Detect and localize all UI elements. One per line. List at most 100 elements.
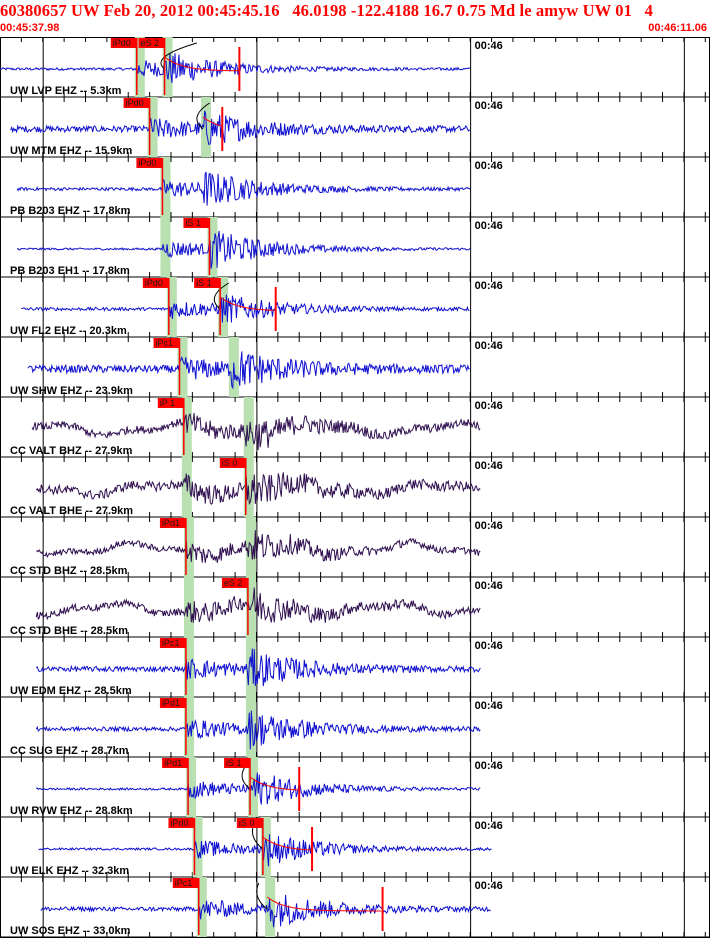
pick-flag-label: iS 0 xyxy=(239,818,255,828)
pick-flag-label: iS 1 xyxy=(196,278,212,288)
time-tick-label: 00:46 xyxy=(475,40,503,52)
station-label: CC VALT BHE -- 27.9km xyxy=(10,505,133,517)
p-pick-flag: iPc1 xyxy=(172,878,200,935)
p-window xyxy=(183,517,194,577)
waveform-trace xyxy=(35,648,481,687)
time-tick-label: 00:46 xyxy=(475,520,503,532)
coda-fit-curve xyxy=(219,296,275,311)
coda-fit-curve xyxy=(262,836,311,851)
coda-fit-curve xyxy=(164,56,239,72)
time-tick-label: 00:46 xyxy=(475,220,503,232)
station-label: CC VALT BHZ -- 27.9km xyxy=(10,445,133,457)
s-pick-flag: iS 0 xyxy=(236,818,264,875)
p-pick-flag: iPd1 xyxy=(162,758,189,815)
s-window xyxy=(162,37,173,97)
p-window xyxy=(177,337,188,397)
p-pick-flag: iP 1 xyxy=(157,398,185,455)
travel-time-curve xyxy=(256,882,268,910)
pick-flag-label: iPc1 xyxy=(162,638,180,648)
p-pick-flag: iPc1 xyxy=(159,638,187,695)
station-label: PB B203 EH1 -- 17.8km xyxy=(10,265,130,277)
pick-flag-box xyxy=(162,758,189,768)
pick-flag-box xyxy=(138,38,165,48)
station-label: UW SHW EHZ -- 23.9km xyxy=(10,385,133,397)
waveform-trace xyxy=(35,472,481,505)
pick-flag-box xyxy=(194,278,221,288)
station-label: CC SUG EHZ -- 28.7km xyxy=(10,745,129,757)
time-tick-label: 00:46 xyxy=(475,880,503,892)
pick-flag-box xyxy=(157,398,184,408)
time-tick-label: 00:46 xyxy=(475,280,503,292)
s-pick-flag: iS 1 xyxy=(194,278,221,335)
pick-flag-box xyxy=(168,818,195,828)
station-label: UW MTM EHZ -- 15.9km xyxy=(10,145,132,157)
pick-flag-box xyxy=(219,458,246,468)
station-label: PB B203 EHZ -- 17.8km xyxy=(10,205,131,217)
p-pick-flag: iPd0 xyxy=(110,38,138,95)
coda-fit-curve xyxy=(266,896,382,912)
pick-flag-box xyxy=(142,278,169,288)
s-pick-flag: iS 1 xyxy=(224,758,251,815)
coda-fit-curve xyxy=(202,116,222,127)
station-label: CC STD BHZ -- 28.5km xyxy=(10,565,128,577)
pick-flag-label: iPd0 xyxy=(113,38,131,48)
station-label: UW RVW EHZ -- 28.8km xyxy=(10,805,133,817)
pick-flag-label: iP 1 xyxy=(160,398,175,408)
pick-flag-box xyxy=(224,758,251,768)
pick-flag-label: iS 1 xyxy=(226,758,242,768)
time-tick-label: 00:46 xyxy=(475,760,503,772)
p-window xyxy=(186,757,197,817)
pick-flag-box xyxy=(183,218,210,228)
time-tick-label: 00:46 xyxy=(475,400,503,412)
time-tick-label: 00:46 xyxy=(475,340,503,352)
seismogram-panel[interactable]: iPd0 eS 2 iPd0 iPd0 iS 1 iPd0 iS 1 iPc1 iP 1 iS 0… xyxy=(0,37,710,938)
pick-flag-box xyxy=(136,158,163,168)
waveform-trace xyxy=(38,834,492,867)
time-tick-label: 00:46 xyxy=(475,100,503,112)
station-label: UW SOS EHZ -- 33.0km xyxy=(10,925,131,937)
time-tick-label: 00:46 xyxy=(475,700,503,712)
waveform-trace xyxy=(35,587,481,624)
s-pick-flag: iS 1 xyxy=(183,218,211,275)
pick-flag-label: eS 2 xyxy=(224,578,243,588)
p-window xyxy=(147,97,158,157)
p-pick-flag: iPc1 xyxy=(153,338,181,395)
waveform-trace xyxy=(35,710,481,750)
pick-flag-label: iPc1 xyxy=(156,338,174,348)
pick-flag-label: iPd1 xyxy=(164,758,182,768)
pick-flag-box xyxy=(159,518,186,528)
p-pick-flag: iPd1 xyxy=(159,698,187,755)
pick-flag-label: eS 2 xyxy=(141,38,160,48)
p-window xyxy=(134,37,145,97)
window-end-time: 00:46:11.06 xyxy=(648,22,707,34)
waveform-trace xyxy=(0,53,471,83)
p-pick-flag: iPd0 xyxy=(142,278,170,335)
time-tick-label: 00:46 xyxy=(475,460,503,472)
pick-flag-box xyxy=(236,818,263,828)
pick-flag-box xyxy=(159,638,186,648)
waveform-trace xyxy=(27,351,470,390)
pick-flag-label: iPd0 xyxy=(138,158,156,168)
pick-flag-label: iPd0 xyxy=(145,278,163,288)
pick-flag-label: iPd0 xyxy=(126,98,144,108)
waveform-trace xyxy=(10,110,471,145)
waveform-trace xyxy=(16,230,471,269)
s-pick-flag: iS 0 xyxy=(219,458,247,515)
station-label: CC STD BHE -- 28.5km xyxy=(10,625,128,637)
station-label: UW EDM EHZ -- 28.5km xyxy=(10,685,132,697)
p-pick-flag: iPd0 xyxy=(136,158,164,215)
pick-flag-box xyxy=(123,98,150,108)
pick-flag-box xyxy=(221,578,248,588)
s-pick-flag: eS 2 xyxy=(221,578,249,635)
pick-flag-label: iPd1 xyxy=(162,518,180,528)
waveform-trace xyxy=(16,171,471,206)
pick-flag-label: iS 0 xyxy=(222,458,238,468)
pick-flag-label: iPd1 xyxy=(162,698,180,708)
s-pick-flag: eS 2 xyxy=(138,38,166,95)
waveform-trace xyxy=(31,413,481,451)
event-header-title: 60380657 UW Feb 20, 2012 00:45:45.16 46.… xyxy=(0,1,653,20)
travel-time-curve xyxy=(213,282,230,310)
p-window xyxy=(196,877,207,937)
s-window xyxy=(260,817,271,877)
waveform-trace xyxy=(21,294,470,323)
